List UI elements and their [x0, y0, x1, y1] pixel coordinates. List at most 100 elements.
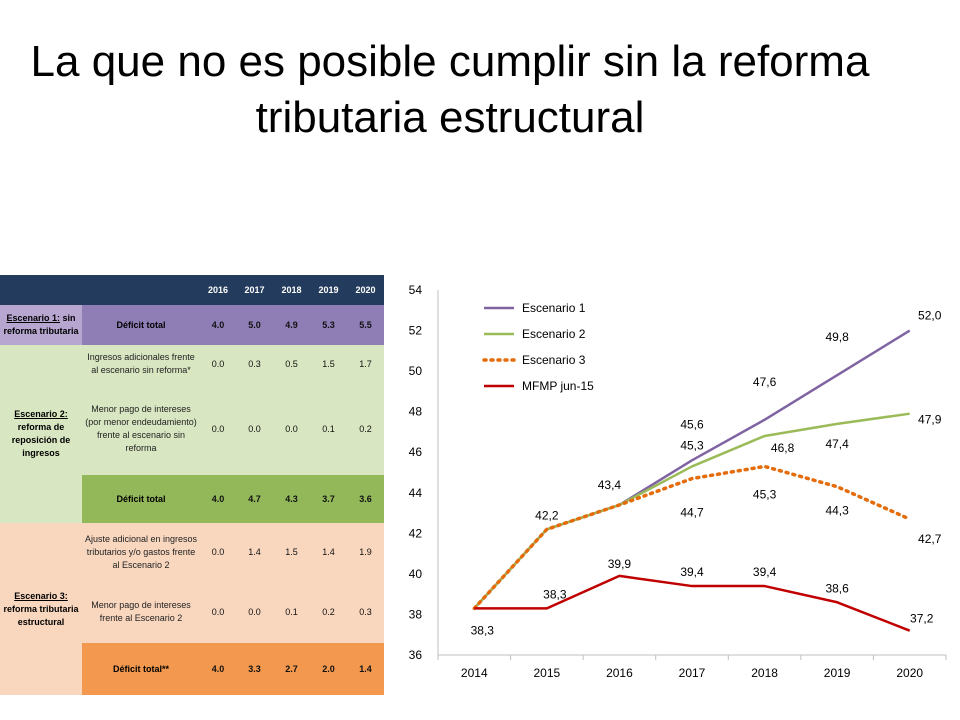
scenario-2-label: Escenario 2: reforma de reposición de in…	[0, 345, 82, 523]
legend-entry: MFMP jun-15	[522, 379, 594, 393]
header-year: 2016	[207, 285, 229, 295]
slide-title: La que no es posible cumplir sin la refo…	[0, 34, 920, 146]
data-label: 43,4	[598, 478, 622, 492]
data-label: 47,4	[825, 437, 849, 451]
cell-value: 1.7	[347, 345, 384, 383]
data-label: 52,0	[918, 309, 942, 323]
y-tick-label: 40	[409, 567, 423, 581]
cell-value: 2.0	[310, 643, 347, 695]
y-tick-label: 42	[409, 526, 423, 540]
x-tick-label: 2018	[751, 666, 778, 680]
row-desc: Déficit total**	[82, 643, 200, 695]
deficit-scenarios-table: 2016 2017 2018 2019 2020 Escenario 1: si…	[0, 275, 384, 695]
cell-value: 4.9	[273, 305, 310, 345]
cell-value: 4.0	[200, 305, 236, 345]
data-label: 38,3	[543, 587, 567, 601]
y-tick-label: 38	[409, 607, 423, 621]
data-label: 39,9	[608, 557, 632, 571]
table-row: Escenario 3: reforma tributaria estructu…	[0, 523, 384, 695]
data-label: 42,2	[535, 508, 559, 522]
y-tick-label: 46	[409, 445, 423, 459]
cell-value: 5.0	[236, 305, 273, 345]
cell-value: 0.3	[236, 345, 273, 383]
table-row: Escenario 1: sin reforma tributaria Défi…	[0, 305, 384, 345]
data-label: 39,4	[680, 565, 704, 579]
table-row: Menor pago de intereses (por menor endeu…	[0, 383, 384, 475]
title-line-1: La que no es posible cumplir sin la refo…	[30, 37, 870, 86]
x-tick-label: 2014	[461, 666, 488, 680]
table-header-row: 2016 2017 2018 2019 2020	[0, 275, 384, 305]
data-label: 49,8	[825, 330, 849, 344]
cell-value: 0.3	[347, 581, 384, 643]
y-tick-label: 48	[409, 405, 423, 419]
cell-value: 0.0	[200, 581, 236, 643]
x-tick-label: 2016	[606, 666, 633, 680]
cell-value: 0.0	[200, 345, 236, 383]
y-tick-label: 44	[409, 486, 423, 500]
scenario-3-label: Escenario 3: reforma tributaria estructu…	[0, 523, 82, 695]
y-tick-label: 50	[409, 364, 423, 378]
cell-value: 4.7	[236, 475, 273, 523]
data-label: 39,4	[753, 565, 777, 579]
row-desc: Déficit total	[82, 305, 200, 345]
data-label: 47,6	[753, 375, 777, 389]
y-tick-label: 54	[409, 283, 423, 297]
cell-value: 3.3	[236, 643, 273, 695]
cell-value: 2.7	[273, 643, 310, 695]
data-label: 38,3	[471, 623, 495, 637]
header-empty	[0, 275, 82, 305]
data-label: 44,3	[825, 504, 849, 518]
series-line-3	[472, 464, 912, 611]
cell-value: 0.1	[273, 581, 310, 643]
table-row: Déficit total** 4.0 3.3 2.7 2.0 1.4	[0, 643, 384, 695]
cell-value: 0.0	[200, 383, 236, 475]
cell-value: 5.5	[347, 305, 384, 345]
cell-value: 0.2	[310, 581, 347, 643]
cell-value: 4.0	[200, 475, 236, 523]
table-row: Escenario 2: reforma de reposición de in…	[0, 345, 384, 523]
cell-value: 0.0	[236, 581, 273, 643]
data-label: 45,3	[680, 438, 704, 452]
cell-value: 1.5	[310, 345, 347, 383]
row-desc: Déficit total	[82, 475, 200, 523]
cell-value: 0.0	[273, 383, 310, 475]
cell-value: 0.2	[347, 383, 384, 475]
cell-value: 1.5	[273, 523, 310, 581]
cell-value: 1.4	[236, 523, 273, 581]
x-tick-label: 2015	[534, 666, 561, 680]
header-year: 2018	[281, 285, 302, 295]
series-line-4	[474, 574, 911, 632]
title-line-2: tributaria estructural	[255, 93, 645, 142]
data-label: 47,9	[918, 413, 942, 427]
header-empty	[82, 275, 200, 305]
header-year: 2019	[318, 285, 339, 295]
cell-value: 3.7	[310, 475, 347, 523]
row-desc: Ajuste adicional en ingresos tributarios…	[82, 523, 200, 581]
cell-value: 0.0	[236, 383, 273, 475]
header-year: 2017	[244, 285, 265, 295]
row-desc: Menor pago de intereses frente al Escena…	[82, 581, 200, 643]
row-desc: Menor pago de intereses (por menor endeu…	[82, 383, 200, 475]
table-row: Déficit total 4.0 4.7 4.3 3.7 3.6	[0, 475, 384, 523]
data-label: 37,2	[910, 612, 934, 626]
cell-value: 3.6	[347, 475, 384, 523]
cell-value: 1.9	[347, 523, 384, 581]
x-tick-label: 2020	[896, 666, 923, 680]
cell-value: 4.3	[273, 475, 310, 523]
cell-value: 5.3	[310, 305, 347, 345]
data-label: 46,8	[771, 441, 795, 455]
legend-entry: Escenario 3	[522, 353, 586, 367]
legend-entry: Escenario 1	[522, 301, 586, 315]
deficit-line-chart: 36 38 40 42 44 46 48 50 52 54 2014 2015 2016 2017 2018…	[409, 283, 947, 680]
y-tick-label: 36	[409, 648, 423, 662]
header-year: 2020	[355, 285, 376, 295]
cell-value: 0.0	[200, 523, 236, 581]
cell-value: 1.4	[310, 523, 347, 581]
table-row: Menor pago de intereses frente al Escena…	[0, 581, 384, 643]
cell-value: 1.4	[347, 643, 384, 695]
cell-value: 0.5	[273, 345, 310, 383]
x-tick-label: 2017	[679, 666, 706, 680]
data-label: 45,6	[680, 417, 704, 431]
cell-value: 0.1	[310, 383, 347, 475]
data-label: 44,7	[680, 506, 704, 520]
